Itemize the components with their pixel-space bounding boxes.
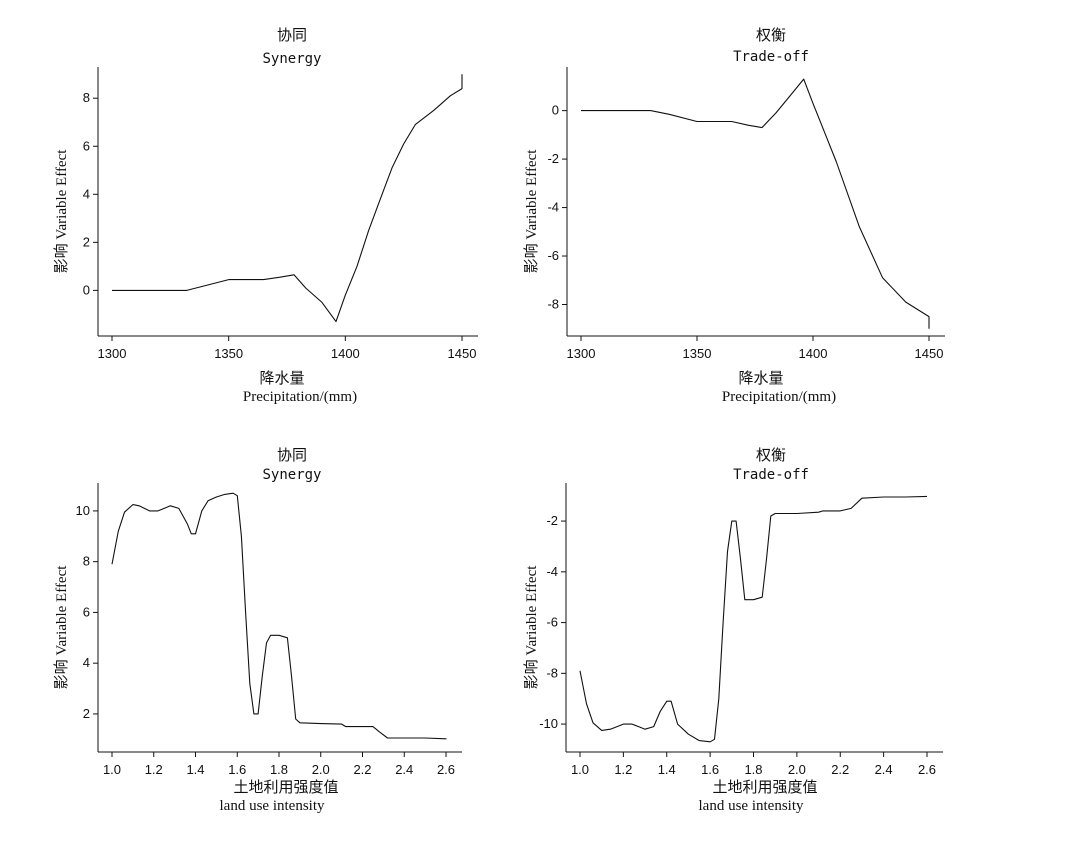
x-tick-label: 2.0: [312, 762, 330, 777]
y-tick-label: -10: [539, 716, 558, 731]
x-axis-label-en: land use intensity: [699, 798, 804, 814]
series-line: [112, 74, 463, 323]
x-tick-label: 2.6: [437, 762, 455, 777]
chart-title: 权衡: [756, 446, 786, 464]
chart-title: 权衡: [756, 26, 786, 44]
y-tick-label: 10: [76, 503, 90, 518]
y-tick-label: -8: [547, 296, 559, 311]
series-line: [111, 492, 447, 740]
x-axis-label: 降水量: [738, 369, 783, 387]
x-tick-label: 1.4: [658, 762, 676, 777]
x-tick-label: 1.2: [145, 762, 163, 777]
x-tick-label: 1.6: [701, 762, 719, 777]
y-tick-label: 4: [83, 655, 90, 670]
y-axis-label: 影响 Variable Effect: [523, 565, 540, 690]
y-tick-label: 0: [552, 103, 559, 118]
y-axis-label: 影响 Variable Effect: [523, 149, 540, 274]
chart-subtitle: Trade-off: [733, 467, 809, 483]
x-tick-label: 1.2: [614, 762, 632, 777]
y-axis-label: 影响 Variable Effect: [53, 565, 70, 690]
y-tick-label: -4: [547, 200, 559, 215]
x-axis-label-en: Precipitation/(mm): [722, 389, 836, 405]
chart-subtitle: Synergy: [262, 467, 321, 483]
x-axis-label: 土地利用强度值: [712, 778, 817, 796]
x-tick-label: 2.2: [353, 762, 371, 777]
y-tick-label: 2: [83, 706, 90, 721]
x-tick-label: 1350: [214, 346, 243, 361]
y-tick-label: -4: [546, 564, 558, 579]
y-tick-label: -6: [547, 248, 559, 263]
x-tick-label: 1.0: [571, 762, 589, 777]
y-tick-label: 4: [83, 186, 90, 201]
y-tick-label: 6: [83, 138, 90, 153]
y-tick-label: 2: [83, 234, 90, 249]
x-tick-label: 2.6: [918, 762, 936, 777]
x-tick-label: 2.2: [831, 762, 849, 777]
x-axis-label-en: land use intensity: [220, 798, 325, 814]
x-tick-label: 2.0: [788, 762, 806, 777]
y-axis-label: 影响 Variable Effect: [53, 149, 70, 274]
chart-title: 协同: [277, 446, 307, 464]
chart-subtitle: Trade-off: [733, 49, 809, 65]
y-tick-label: -2: [547, 151, 559, 166]
x-tick-label: 1450: [448, 346, 477, 361]
x-tick-label: 1450: [915, 346, 944, 361]
series-line: [579, 495, 928, 743]
x-tick-label: 1400: [799, 346, 828, 361]
x-tick-label: 1350: [683, 346, 712, 361]
x-axis-label: 降水量: [259, 369, 304, 387]
chart-title: 协同: [277, 26, 307, 44]
chart-subtitle: Synergy: [262, 51, 321, 67]
x-axis-label-en: Precipitation/(mm): [243, 389, 357, 405]
x-tick-label: 1300: [98, 346, 127, 361]
y-tick-label: 6: [83, 604, 90, 619]
x-tick-label: 1.8: [270, 762, 288, 777]
x-tick-label: 2.4: [395, 762, 413, 777]
y-tick-label: -6: [546, 615, 558, 630]
x-tick-label: 1.6: [228, 762, 246, 777]
y-tick-label: -2: [546, 513, 558, 528]
y-tick-label: 8: [83, 554, 90, 569]
x-tick-label: 1300: [567, 346, 596, 361]
x-tick-label: 1.4: [186, 762, 204, 777]
x-tick-label: 1.0: [103, 762, 121, 777]
x-tick-label: 2.4: [875, 762, 893, 777]
y-tick-label: 8: [83, 90, 90, 105]
x-tick-label: 1400: [331, 346, 360, 361]
x-tick-label: 1.8: [744, 762, 762, 777]
y-tick-label: 0: [83, 282, 90, 297]
x-axis-label: 土地利用强度值: [233, 778, 338, 796]
series-line: [581, 78, 930, 329]
y-tick-label: -8: [546, 665, 558, 680]
